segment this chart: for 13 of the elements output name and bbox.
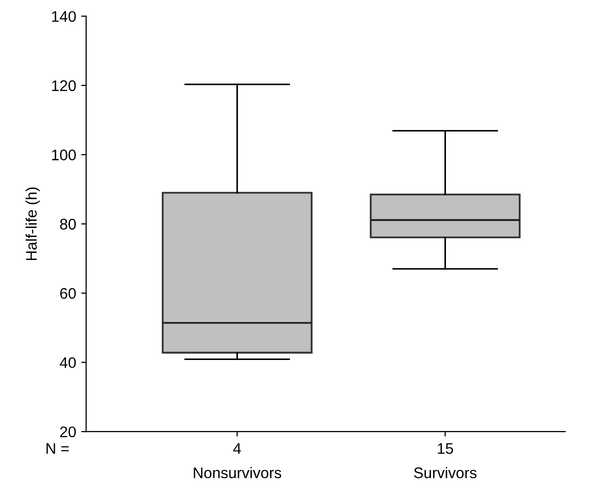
text: 4 [233, 443, 241, 454]
y-tick-label: 40 [60, 357, 76, 368]
y-tick-label: 20 [60, 426, 76, 438]
text: N = [46, 443, 69, 454]
y-tick-label: 80 [60, 218, 76, 230]
y-tick-label: 100 [52, 150, 76, 160]
x-tick-label: Nonsurvivors [194, 467, 282, 478]
text: 15 [438, 443, 454, 454]
x-tick-label: Survivors [414, 467, 476, 478]
y-tick-label: 60 [60, 288, 76, 299]
y-axis-title: Half-life (h) [26, 187, 40, 260]
y-tick-label: 120 [52, 80, 76, 92]
y-tick-label: 140 [52, 11, 76, 22]
